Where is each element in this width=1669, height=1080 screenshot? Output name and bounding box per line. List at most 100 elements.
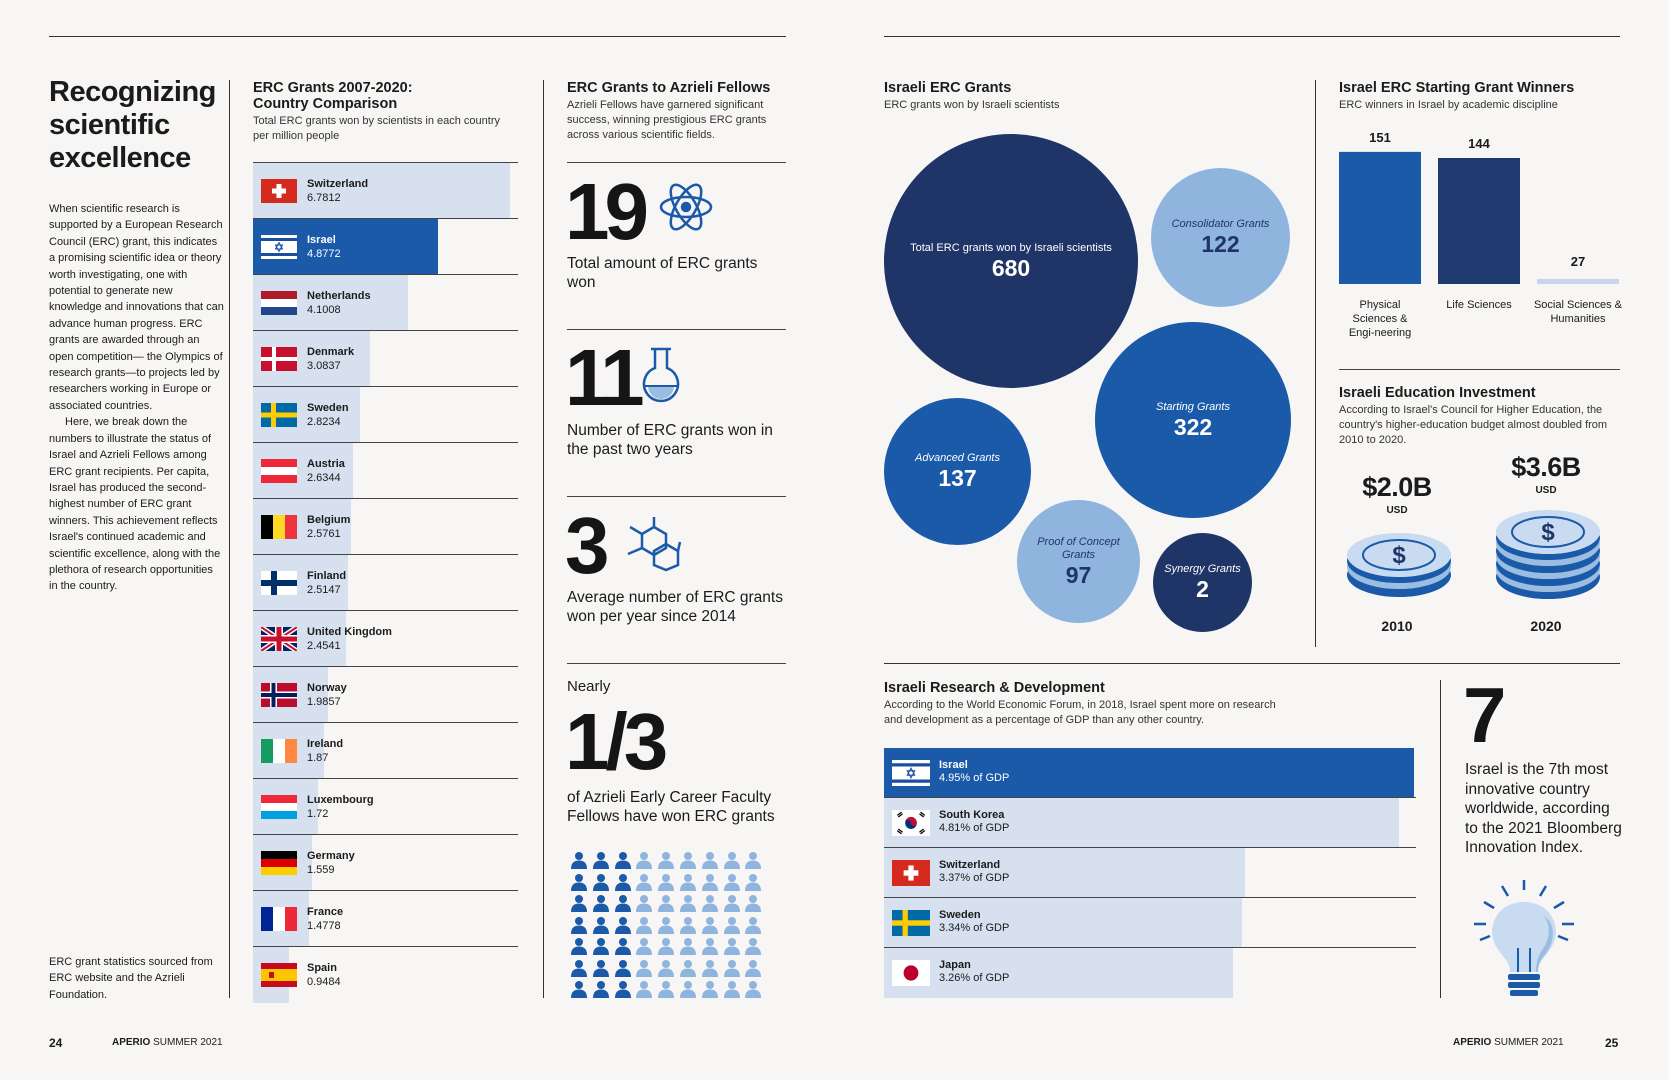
row-divider — [253, 946, 518, 947]
japan-flag-icon — [892, 960, 930, 986]
country-row: Denmark 3.0837 — [253, 331, 518, 387]
bubble-starting: Starting Grants 322 — [1095, 322, 1291, 518]
row-divider — [253, 722, 518, 723]
rd-bar — [884, 798, 1399, 848]
country-value: 2.5147 — [307, 584, 341, 596]
country-comparison-subtitle: Total ERC grants won by scientists in ea… — [253, 115, 501, 142]
country-list-top-rule — [253, 162, 518, 163]
israel-flag-icon — [261, 235, 297, 259]
person-icon — [701, 851, 719, 869]
person-icon — [592, 873, 610, 891]
coin-stack-icon: $ — [1493, 505, 1603, 605]
divider-4 — [1315, 80, 1316, 647]
person-icon — [679, 937, 697, 955]
rd-country-name: Japan — [939, 959, 971, 971]
sweden-flag-icon — [892, 910, 930, 936]
country-name: Ireland — [307, 738, 344, 750]
divider-2 — [543, 80, 544, 998]
bar-category-label: Physical Sciences & Engi-neering — [1348, 299, 1412, 339]
bubble-advanced: Advanced Grants 137 — [884, 398, 1031, 545]
people-grid — [570, 851, 766, 999]
footer-left: APERIO SUMMER 2021 — [112, 1037, 223, 1048]
country-value: 1.9857 — [307, 696, 341, 708]
person-icon — [701, 959, 719, 977]
molecule-icon — [622, 514, 682, 574]
person-icon — [657, 959, 675, 977]
amount-2020: $3.6B — [1511, 452, 1581, 482]
person-icon — [723, 894, 741, 912]
rd-country-name: Sweden — [939, 909, 981, 921]
country-row: Spain 0.9484 — [253, 947, 518, 1003]
germany-flag-icon — [261, 851, 297, 875]
innovation-text: Israel is the 7th most innovative countr… — [1465, 761, 1622, 856]
norway-flag-icon — [261, 683, 297, 707]
luxembourg-flag-icon — [261, 795, 297, 819]
person-icon — [592, 894, 610, 912]
stat4-text: of Azrieli Early Career Faculty Fellows … — [567, 789, 775, 825]
israeli-erc-title: Israeli ERC Grants — [884, 80, 1012, 96]
person-icon — [723, 959, 741, 977]
person-icon — [701, 894, 719, 912]
country-value: 1.72 — [307, 808, 329, 820]
person-icon — [723, 851, 741, 869]
person-icon — [614, 980, 632, 998]
israel-flag-icon — [892, 760, 930, 786]
starting-winners-chart: 151 144 27 Physical Sciences & Engi-neering… — [1339, 126, 1622, 346]
bubble-synergy: Synergy Grants 2 — [1153, 533, 1252, 632]
person-icon — [635, 873, 653, 891]
stat4-prefix: Nearly — [567, 678, 611, 695]
person-icon — [570, 980, 588, 998]
bar — [1537, 279, 1619, 284]
footer-right: APERIO SUMMER 2021 — [1453, 1037, 1564, 1048]
rd-subtitle: According to the World Economic Forum, i… — [884, 699, 1276, 726]
bar-category-label: Social Sciences & Humanities — [1533, 299, 1623, 325]
person-icon — [570, 937, 588, 955]
country-name: Spain — [307, 962, 337, 974]
stat4-rule — [567, 663, 786, 664]
person-icon — [657, 851, 675, 869]
person-icon — [723, 916, 741, 934]
starting-winners-subtitle: ERC winners in Israel by academic discip… — [1339, 99, 1558, 111]
sweden-flag-icon — [261, 403, 297, 427]
stat4-value: 1/3 — [565, 697, 668, 786]
svg-text:$: $ — [1392, 542, 1406, 569]
flask-icon — [640, 346, 682, 406]
person-icon — [614, 937, 632, 955]
source-note: ERC grant statistics sourced from ERC we… — [49, 956, 213, 1001]
country-value: 2.5761 — [307, 528, 341, 540]
rd-bar — [884, 748, 1414, 798]
divider-1 — [229, 80, 230, 998]
year-2010: 2010 — [1381, 618, 1413, 634]
intro-paragraph-2: Here, we break down the numbers to illus… — [49, 416, 221, 593]
unit-2020: USD — [1535, 485, 1557, 496]
person-icon — [614, 894, 632, 912]
person-icon — [744, 873, 762, 891]
person-icon — [635, 937, 653, 955]
intro-text: When scientific research is supported by… — [49, 201, 224, 595]
stat3-value: 3 — [565, 501, 609, 590]
country-value: 2.4541 — [307, 640, 341, 652]
israeli-erc-subtitle: ERC grants won by Israeli scientists — [884, 99, 1060, 111]
rd-country-name: Israel — [939, 759, 968, 771]
stat1-value: 19 — [565, 167, 649, 256]
unit-2010: USD — [1386, 505, 1408, 516]
bubble-consolidator: Consolidator Grants 122 — [1151, 168, 1290, 307]
magazine-name: APERIO — [112, 1037, 151, 1048]
country-value: 1.87 — [307, 752, 329, 764]
person-icon — [570, 894, 588, 912]
person-icon — [679, 894, 697, 912]
country-name: France — [307, 906, 344, 918]
atom-icon — [658, 178, 714, 236]
person-icon — [679, 959, 697, 977]
stat3-text: Average number of ERC grants won per yea… — [567, 589, 783, 625]
bar-value-label: 144 — [1468, 136, 1490, 151]
country-name: Sweden — [307, 402, 349, 414]
rd-row: Switzerland 3.37% of GDP — [884, 848, 1416, 898]
page-number-right: 25 — [1605, 1036, 1619, 1050]
country-name: Israel — [307, 234, 336, 246]
row-divider — [253, 666, 518, 667]
row-divider — [253, 554, 518, 555]
switzerland-flag-icon — [261, 179, 297, 203]
person-icon — [744, 959, 762, 977]
person-icon — [592, 851, 610, 869]
